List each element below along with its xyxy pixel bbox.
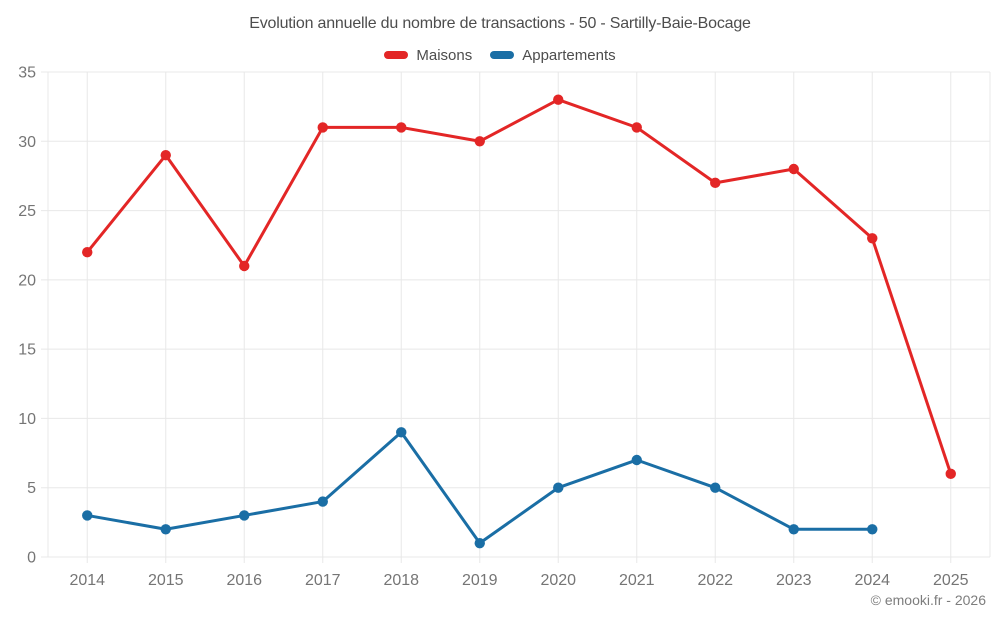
legend-label-appartements: Appartements — [522, 46, 616, 64]
x-axis-tick-label: 2018 — [383, 572, 419, 589]
y-axis-tick-label: 5 — [27, 480, 36, 497]
data-point-appartements-2021[interactable] — [631, 454, 642, 466]
y-axis-tick-label: 10 — [18, 411, 36, 428]
x-axis-tick-label: 2020 — [540, 572, 576, 589]
data-point-appartements-2022[interactable] — [710, 482, 721, 493]
data-point-maisons-2024[interactable] — [867, 233, 878, 244]
data-point-maisons-2015[interactable] — [160, 149, 171, 161]
y-axis-tick-label: 30 — [18, 134, 36, 151]
y-axis-tick-label: 35 — [18, 65, 36, 82]
x-axis-tick-label: 2022 — [697, 572, 733, 589]
data-point-maisons-2025[interactable] — [945, 468, 956, 480]
x-axis-tick-label: 2015 — [148, 572, 184, 589]
data-point-appartements-2014[interactable] — [82, 510, 93, 521]
data-point-appartements-2018[interactable] — [396, 427, 407, 438]
chart-legend: Maisons Appartements — [0, 45, 1000, 65]
x-axis-tick-label: 2024 — [854, 572, 890, 589]
watermark-credit: © emooki.fr - 2026 — [870, 592, 986, 608]
data-point-appartements-2020[interactable] — [553, 482, 564, 493]
data-point-maisons-2020[interactable] — [553, 94, 564, 105]
x-axis-tick-label: 2019 — [462, 572, 498, 589]
y-axis-tick-label: 0 — [27, 550, 36, 567]
series-line-maisons — [85, 98, 953, 476]
x-axis-tick-label: 2021 — [619, 572, 655, 589]
maisons-series-swatch-icon — [384, 51, 409, 59]
chart-title: Evolution annuelle du nombre de transact… — [249, 15, 751, 32]
appartements-series-swatch-icon — [490, 51, 515, 59]
x-axis-tick-label: 2023 — [776, 572, 812, 589]
legend-item-maisons[interactable]: Maisons — [384, 47, 472, 64]
x-axis-tick-label: 2017 — [305, 572, 341, 589]
y-axis-tick-label: 25 — [18, 203, 36, 220]
data-point-appartements-2017[interactable] — [317, 496, 328, 507]
data-point-maisons-2014[interactable] — [82, 246, 93, 258]
data-point-appartements-2019[interactable] — [474, 537, 485, 549]
data-point-maisons-2021[interactable] — [631, 122, 642, 133]
legend-label-maisons: Maisons — [416, 46, 473, 64]
x-axis-tick-label: 2025 — [933, 572, 969, 589]
x-axis-tick-label: 2016 — [226, 572, 262, 589]
data-point-appartements-2024[interactable] — [867, 524, 878, 535]
y-axis-tick-label: 20 — [18, 272, 36, 289]
data-point-maisons-2019[interactable] — [474, 136, 485, 147]
legend-item-appartements[interactable]: Appartements — [490, 46, 616, 64]
data-point-maisons-2018[interactable] — [396, 122, 407, 133]
data-point-maisons-2023[interactable] — [788, 163, 799, 175]
data-point-maisons-2016[interactable] — [239, 260, 250, 272]
data-point-maisons-2017[interactable] — [317, 122, 328, 133]
data-point-maisons-2022[interactable] — [710, 177, 721, 189]
y-axis-tick-label: 15 — [18, 342, 36, 359]
x-axis-tick-label: 2014 — [69, 572, 105, 589]
data-point-appartements-2023[interactable] — [788, 524, 799, 535]
data-point-appartements-2015[interactable] — [160, 524, 171, 535]
data-point-appartements-2016[interactable] — [239, 510, 250, 521]
